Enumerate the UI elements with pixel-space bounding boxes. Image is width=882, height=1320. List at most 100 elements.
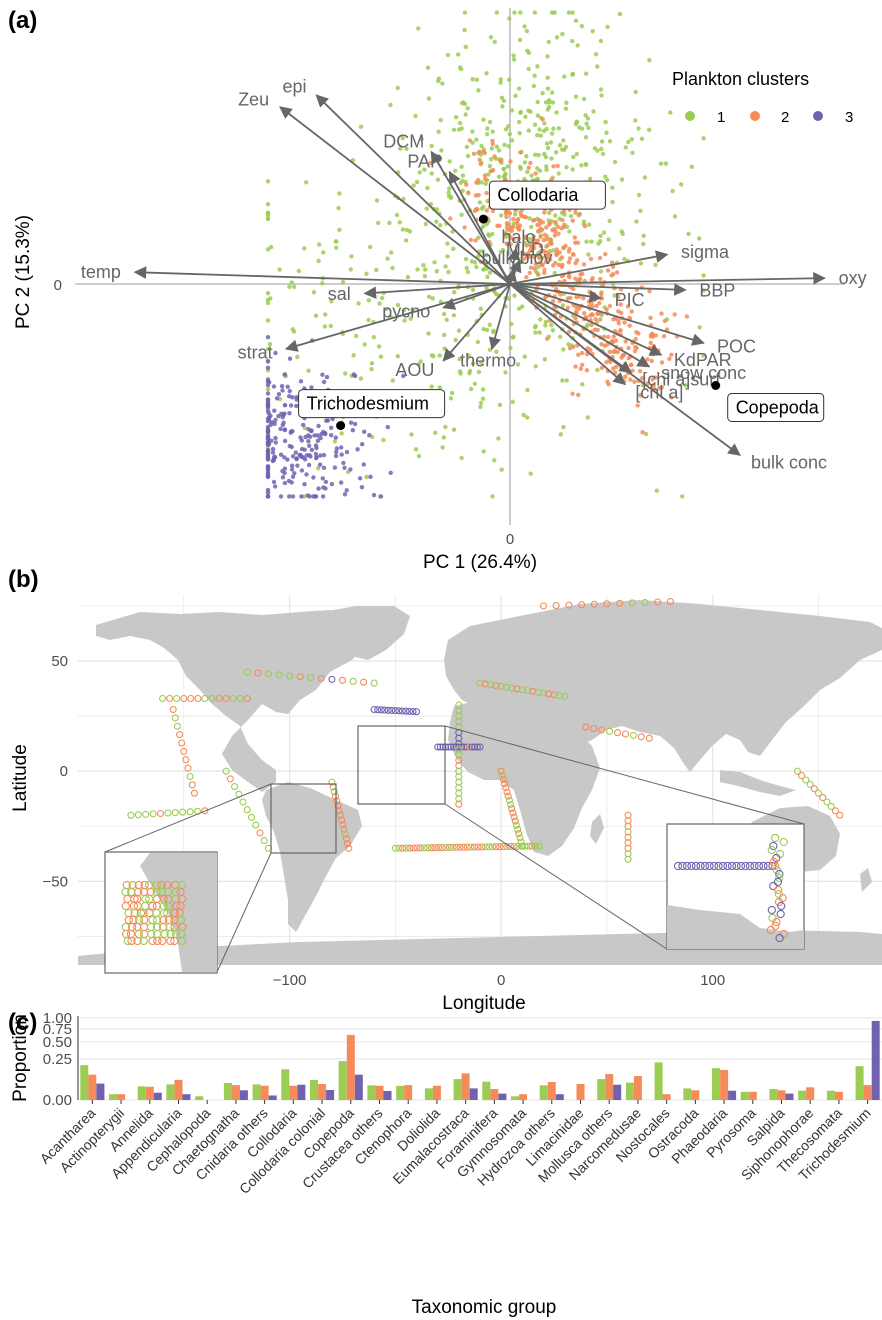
pca-point-cluster-2 xyxy=(629,309,634,314)
pca-point-cluster-1 xyxy=(376,220,381,226)
pca-vector-label: bulk biov xyxy=(481,248,552,268)
bar-actinopterygii-cluster-2 xyxy=(117,1094,126,1100)
pca-point-cluster-1 xyxy=(570,72,575,77)
pca-point-cluster-2 xyxy=(536,272,541,277)
pca-point-cluster-2 xyxy=(648,315,653,320)
zoom-box-atlantic xyxy=(357,725,446,805)
pca-point-cluster-2 xyxy=(533,238,538,243)
map-station xyxy=(236,694,244,703)
pca-point-cluster-2 xyxy=(605,379,610,384)
pca-point-cluster-2 xyxy=(515,218,520,223)
pca-point-cluster-1 xyxy=(323,312,328,317)
map-stations xyxy=(127,598,844,863)
map-station xyxy=(370,705,378,714)
pca-point-cluster-3 xyxy=(287,443,292,449)
bar-annelida-cluster-3 xyxy=(153,1092,162,1100)
pca-point-cluster-3 xyxy=(339,480,344,485)
pca-point-cluster-2 xyxy=(484,208,489,213)
pca-point-cluster-3 xyxy=(321,465,327,470)
pca-point-cluster-2 xyxy=(582,311,587,316)
bar-narcomedusae-cluster-1 xyxy=(625,1082,634,1100)
map-station xyxy=(439,743,447,751)
pca-point-cluster-1 xyxy=(568,213,574,219)
pca-point-cluster-3 xyxy=(266,417,271,422)
pca-point-cluster-1 xyxy=(334,239,339,244)
pca-point-cluster-2 xyxy=(474,206,480,212)
pca-point-cluster-3 xyxy=(280,475,286,480)
pca-point-cluster-1 xyxy=(605,177,610,183)
map-station xyxy=(456,843,464,851)
pca-point-cluster-1 xyxy=(479,180,484,185)
pca-vector-poc xyxy=(509,283,705,346)
pca-point-cluster-3 xyxy=(270,450,276,455)
pca-point-cluster-1 xyxy=(378,354,384,359)
map-station xyxy=(328,675,336,683)
map-station xyxy=(488,843,497,851)
pca-point-cluster-3 xyxy=(353,373,358,379)
pca-vector-label: BBP xyxy=(699,280,735,300)
pca-point-cluster-3 xyxy=(282,427,288,432)
pca-point-cluster-2 xyxy=(611,317,616,322)
pca-point-cluster-1 xyxy=(513,212,518,217)
map-station xyxy=(641,598,649,607)
inset-station xyxy=(148,936,157,946)
map-station xyxy=(377,706,385,714)
pca-point-cluster-1 xyxy=(506,296,511,301)
pca-point-cluster-2 xyxy=(477,157,482,162)
map-station xyxy=(391,844,399,852)
pca-point-cluster-1 xyxy=(583,135,589,140)
pca-point-cluster-1 xyxy=(501,167,506,172)
inset-station xyxy=(714,861,723,871)
map-station xyxy=(578,601,586,609)
pca-point-cluster-1 xyxy=(416,362,421,367)
pca-point-cluster-3 xyxy=(332,465,338,470)
inset-station xyxy=(767,905,776,915)
pca-point-cluster-3 xyxy=(321,485,326,490)
pca-point-cluster-1 xyxy=(526,128,531,133)
pca-point-cluster-1 xyxy=(446,190,451,195)
pca-point-cluster-1 xyxy=(380,295,385,301)
pca-point-cluster-3 xyxy=(265,487,271,493)
inset-station xyxy=(754,861,764,871)
pca-point-cluster-1 xyxy=(527,216,532,221)
south-america xyxy=(262,782,362,932)
pca-point-cluster-1 xyxy=(630,150,635,155)
map-station xyxy=(176,731,184,739)
pca-point-cluster-3 xyxy=(311,475,316,480)
pca-point-cluster-2 xyxy=(662,318,668,324)
pca-point-cluster-1 xyxy=(595,367,600,373)
pca-point-cluster-1 xyxy=(525,387,530,393)
legend-swatch-1 xyxy=(685,111,695,121)
map-station xyxy=(471,743,479,751)
map-station xyxy=(498,771,506,779)
pca-point-cluster-1 xyxy=(595,64,600,69)
pca-point-cluster-1 xyxy=(474,137,479,142)
pca-point-cluster-1 xyxy=(557,143,563,148)
pca-point-cluster-2 xyxy=(532,254,537,259)
bar-gymnosomata-cluster-2 xyxy=(519,1094,528,1100)
map-station xyxy=(307,674,315,682)
pca-point-cluster-1 xyxy=(604,130,609,135)
map-station xyxy=(512,821,520,829)
pca-point-cluster-3 xyxy=(290,494,296,499)
pca-point-cluster-1 xyxy=(506,124,511,129)
pca-point-cluster-3 xyxy=(282,438,288,444)
map-station xyxy=(226,775,234,783)
bar-y-tick: 0.25 xyxy=(43,1051,72,1068)
pca-point-cluster-1 xyxy=(447,186,452,191)
map-station xyxy=(424,844,432,852)
pca-point-cluster-3 xyxy=(274,396,280,401)
map-station xyxy=(582,723,590,731)
map-station xyxy=(465,743,473,751)
pca-point-cluster-1 xyxy=(638,261,644,266)
map-station xyxy=(628,599,636,607)
bar-acantharea-cluster-1 xyxy=(80,1065,89,1100)
legend-label-2: 2 xyxy=(781,109,789,126)
pca-point-cluster-3 xyxy=(329,425,334,430)
pca-point-cluster-1 xyxy=(508,345,513,351)
pca-point-cluster-2 xyxy=(490,208,496,214)
pca-point-cluster-1 xyxy=(470,129,475,134)
pca-point-cluster-2 xyxy=(618,302,623,307)
pca-point-cluster-3 xyxy=(341,460,346,466)
